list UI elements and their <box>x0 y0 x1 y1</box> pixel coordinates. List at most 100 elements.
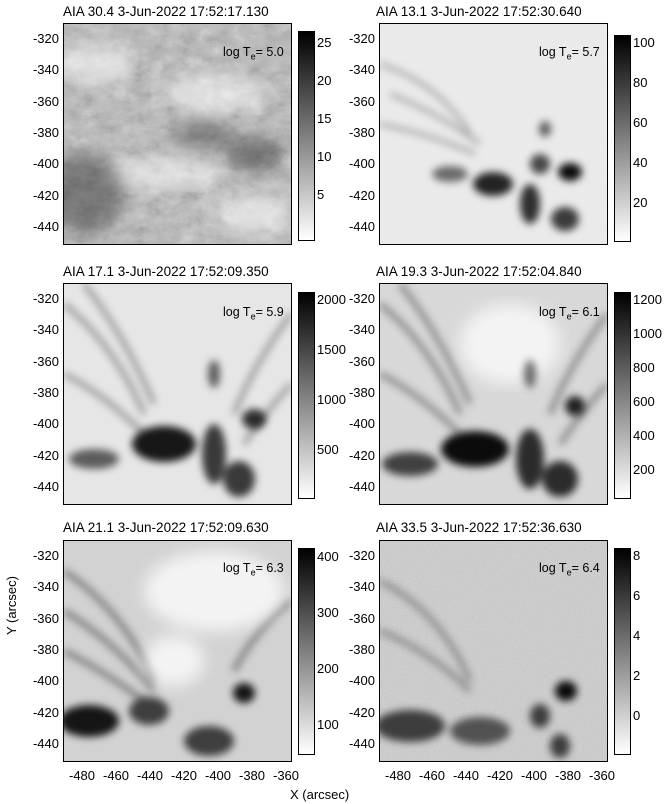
colorbar-tick-label: 8 <box>633 548 641 563</box>
solar-image <box>379 540 608 762</box>
x-tick-label: -360 <box>588 768 616 783</box>
y-tick-label: -420 <box>32 447 59 463</box>
x-tick-label: -360 <box>272 768 300 783</box>
colorbar-tick-label: 2 <box>633 668 641 683</box>
y-tick-label: -340 <box>348 62 375 78</box>
y-tick-label: -400 <box>32 673 59 689</box>
y-tick-label: -340 <box>348 579 375 595</box>
panel-title: AIA 19.3 3-Jun-2022 17:52:04.840 <box>376 264 582 279</box>
y-tick-label: -320 <box>348 291 375 306</box>
y-tick-label: -400 <box>32 416 59 432</box>
solar-image <box>379 283 608 505</box>
colorbar <box>614 292 631 499</box>
y-tick-label: -420 <box>32 187 59 203</box>
y-tick-label: -320 <box>32 31 59 46</box>
colorbar-tick-label: 40 <box>633 155 648 170</box>
colorbar-tick-label: 6 <box>633 588 641 603</box>
colorbar-tick-label: 5 <box>317 187 325 202</box>
y-tick-label: -420 <box>348 704 375 720</box>
temperature-label: log Te= 6.1 <box>539 305 600 322</box>
colorbar-tick-label: 300 <box>317 605 339 620</box>
x-tick-label: -440 <box>136 768 164 783</box>
y-tick-label: -360 <box>32 610 59 626</box>
y-tick-label: -340 <box>32 322 59 338</box>
y-tick-label: -360 <box>348 610 375 626</box>
y-tick-label: -440 <box>348 478 375 494</box>
colorbar-tick-label: 25 <box>317 35 332 50</box>
y-tick-label: -400 <box>348 673 375 689</box>
colorbar-tick-label: 0 <box>633 708 641 723</box>
panel-title: AIA 17.1 3-Jun-2022 17:52:09.350 <box>63 264 269 279</box>
y-tick-label: -340 <box>348 322 375 338</box>
colorbar-tick-label: 4 <box>633 628 641 643</box>
y-tick-label: -440 <box>348 218 375 234</box>
x-tick-label: -480 <box>384 768 412 783</box>
y-tick-label: -420 <box>348 187 375 203</box>
colorbar-tick-label: 20 <box>317 73 332 88</box>
colorbar <box>298 292 315 499</box>
colorbar-tick-label: 200 <box>317 661 339 676</box>
x-tick-label: -440 <box>452 768 480 783</box>
colorbar-tick-label: 200 <box>633 462 655 477</box>
y-tick-label: -380 <box>348 124 375 140</box>
y-tick-label: -380 <box>32 124 59 140</box>
x-axis-label: X (arcsec) <box>290 787 350 802</box>
colorbar <box>614 548 631 755</box>
y-tick-label: -360 <box>32 353 59 369</box>
panel-title: AIA 21.1 3-Jun-2022 17:52:09.630 <box>63 520 269 535</box>
y-tick-label: -320 <box>348 548 375 563</box>
colorbar-tick-label: 10 <box>317 149 332 164</box>
colorbar-tick-label: 1500 <box>317 342 346 357</box>
y-tick-label: -400 <box>32 156 59 172</box>
x-tick-label: -460 <box>418 768 446 783</box>
y-tick-label: -380 <box>348 641 375 657</box>
solar-image <box>63 540 292 762</box>
colorbar-tick-label: 400 <box>633 428 655 443</box>
solar-image <box>63 23 292 245</box>
x-tick-label: -400 <box>204 768 232 783</box>
colorbar-tick-label: 80 <box>633 75 648 90</box>
x-tick-label: -420 <box>486 768 514 783</box>
colorbar <box>298 548 315 755</box>
y-tick-label: -440 <box>32 478 59 494</box>
colorbar-tick-label: 100 <box>317 717 339 732</box>
temperature-label: log Te= 5.7 <box>539 45 600 62</box>
colorbar-tick-label: 15 <box>317 111 332 126</box>
y-tick-label: -400 <box>348 156 375 172</box>
temperature-label: log Te= 6.3 <box>223 561 284 578</box>
x-tick-label: -380 <box>238 768 266 783</box>
temperature-label: log Te= 5.9 <box>223 305 284 322</box>
solar-image <box>379 23 608 245</box>
colorbar <box>298 31 315 241</box>
colorbar-tick-label: 20 <box>633 195 648 210</box>
colorbar <box>614 35 631 242</box>
y-tick-label: -420 <box>348 447 375 463</box>
temperature-label: log Te= 5.0 <box>223 45 284 62</box>
temperature-label: log Te= 6.4 <box>539 561 600 578</box>
y-tick-label: -440 <box>348 735 375 751</box>
colorbar-tick-label: 600 <box>633 394 655 409</box>
panel-title: AIA 30.4 3-Jun-2022 17:52:17.130 <box>63 4 269 19</box>
y-tick-label: -360 <box>32 93 59 109</box>
y-tick-label: -440 <box>32 218 59 234</box>
panel-title: AIA 13.1 3-Jun-2022 17:52:30.640 <box>376 4 582 19</box>
x-tick-label: -380 <box>554 768 582 783</box>
x-tick-label: -480 <box>68 768 96 783</box>
y-tick-label: -380 <box>32 384 59 400</box>
colorbar-tick-label: 1000 <box>317 392 346 407</box>
y-tick-label: -420 <box>32 704 59 720</box>
colorbar-tick-label: 1000 <box>633 326 662 341</box>
colorbar-tick-label: 100 <box>633 35 655 50</box>
y-tick-label: -440 <box>32 735 59 751</box>
y-tick-label: -340 <box>32 62 59 78</box>
colorbar-tick-label: 2000 <box>317 292 346 307</box>
solar-image <box>63 283 292 505</box>
y-tick-label: -360 <box>348 93 375 109</box>
colorbar-tick-label: 800 <box>633 360 655 375</box>
colorbar-tick-label: 60 <box>633 115 648 130</box>
y-axis-label: Y (arcsec) <box>4 576 19 635</box>
y-tick-label: -320 <box>32 291 59 306</box>
y-tick-label: -380 <box>32 641 59 657</box>
y-tick-label: -340 <box>32 579 59 595</box>
x-tick-label: -420 <box>170 768 198 783</box>
